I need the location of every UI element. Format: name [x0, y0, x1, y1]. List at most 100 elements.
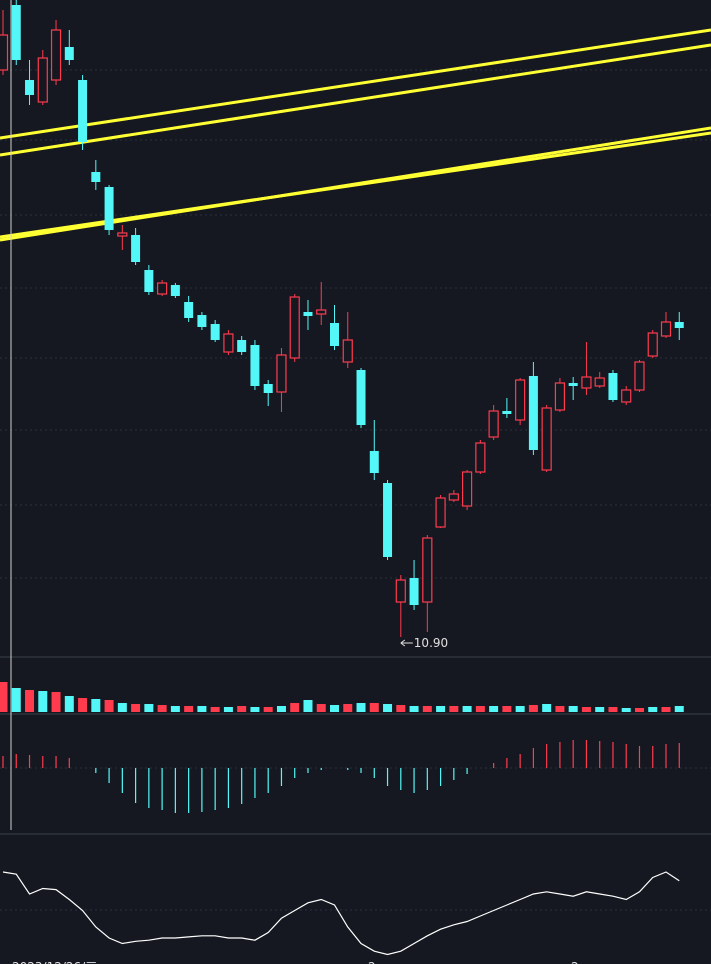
bar [144, 704, 154, 712]
candle-body [303, 312, 313, 316]
bar [25, 690, 35, 712]
bar [528, 705, 538, 712]
bar [621, 708, 631, 712]
candle-body [117, 232, 128, 237]
bar [506, 758, 508, 768]
candle-body [674, 322, 684, 328]
candle-body [462, 471, 473, 507]
x-tick-label: 2 [368, 960, 376, 964]
candle-body [608, 373, 618, 400]
bar [453, 768, 455, 780]
bar [307, 768, 309, 773]
bar [214, 768, 216, 810]
bar [91, 699, 101, 712]
bar [400, 768, 402, 790]
bar [386, 768, 389, 786]
bar [108, 768, 110, 783]
oscillator-line [2, 871, 680, 956]
bar [585, 740, 588, 768]
candle-body [25, 80, 35, 95]
bar [625, 744, 627, 768]
candle-body [64, 47, 74, 60]
candle-body [383, 483, 393, 557]
candle-body [342, 339, 353, 363]
bar [426, 768, 428, 790]
bar [638, 746, 641, 768]
bar [42, 756, 44, 768]
bar [595, 707, 605, 712]
bar [356, 703, 366, 712]
candle-body [369, 451, 379, 473]
bar [188, 768, 190, 813]
candle-body [515, 379, 526, 421]
x-tick-label: 2023/12/26/三 [12, 960, 97, 964]
candle-body [37, 57, 48, 103]
bar [237, 706, 247, 712]
bar [652, 746, 654, 768]
candle-body [184, 302, 194, 318]
bar [276, 706, 286, 712]
candle-body [330, 323, 339, 346]
bar [303, 700, 313, 712]
candle-body [356, 370, 366, 425]
bar [608, 707, 618, 712]
candle-body [621, 389, 632, 403]
bar [678, 743, 680, 768]
bar [148, 768, 150, 808]
bar [489, 706, 499, 712]
bar [532, 748, 534, 768]
bar [502, 706, 512, 712]
bar [0, 682, 8, 712]
bar [38, 691, 48, 712]
candle-body [448, 493, 459, 501]
candle-body [554, 382, 566, 411]
bar [263, 707, 273, 712]
bar [117, 703, 127, 712]
candle-body [647, 332, 658, 357]
bar [542, 704, 552, 712]
bar [555, 706, 565, 712]
bar [634, 708, 644, 712]
bar [519, 754, 521, 768]
bar [55, 756, 57, 768]
candle-body [502, 411, 512, 414]
bar [422, 706, 432, 712]
bar [135, 768, 137, 803]
bar [161, 768, 163, 810]
bar [241, 768, 243, 804]
bar [254, 768, 256, 798]
bar [559, 742, 561, 768]
trend-line [0, 43, 711, 157]
bar [51, 692, 61, 712]
bar [369, 703, 379, 712]
candle-body [581, 376, 592, 389]
bar [396, 705, 406, 712]
bar [462, 706, 472, 712]
bar [104, 700, 114, 712]
candle-body [197, 315, 207, 327]
candle-body [422, 537, 433, 603]
panel-separators [0, 656, 711, 835]
candle-body [316, 309, 327, 315]
bar [347, 768, 349, 770]
bar [436, 706, 446, 712]
x-tick-label: 2 [571, 960, 579, 964]
bar [515, 706, 525, 712]
bar [665, 744, 667, 768]
bar [413, 768, 415, 793]
candle-body [568, 383, 578, 386]
bar [493, 763, 495, 768]
bar [170, 706, 180, 712]
bar [449, 706, 459, 712]
bar [316, 704, 326, 712]
bar [15, 754, 17, 768]
bar [409, 706, 419, 712]
candle-body [475, 442, 486, 473]
candle-body [11, 5, 21, 60]
candle-body [157, 282, 168, 295]
bar [11, 688, 21, 712]
grid [0, 69, 711, 911]
candle-body [210, 324, 220, 340]
